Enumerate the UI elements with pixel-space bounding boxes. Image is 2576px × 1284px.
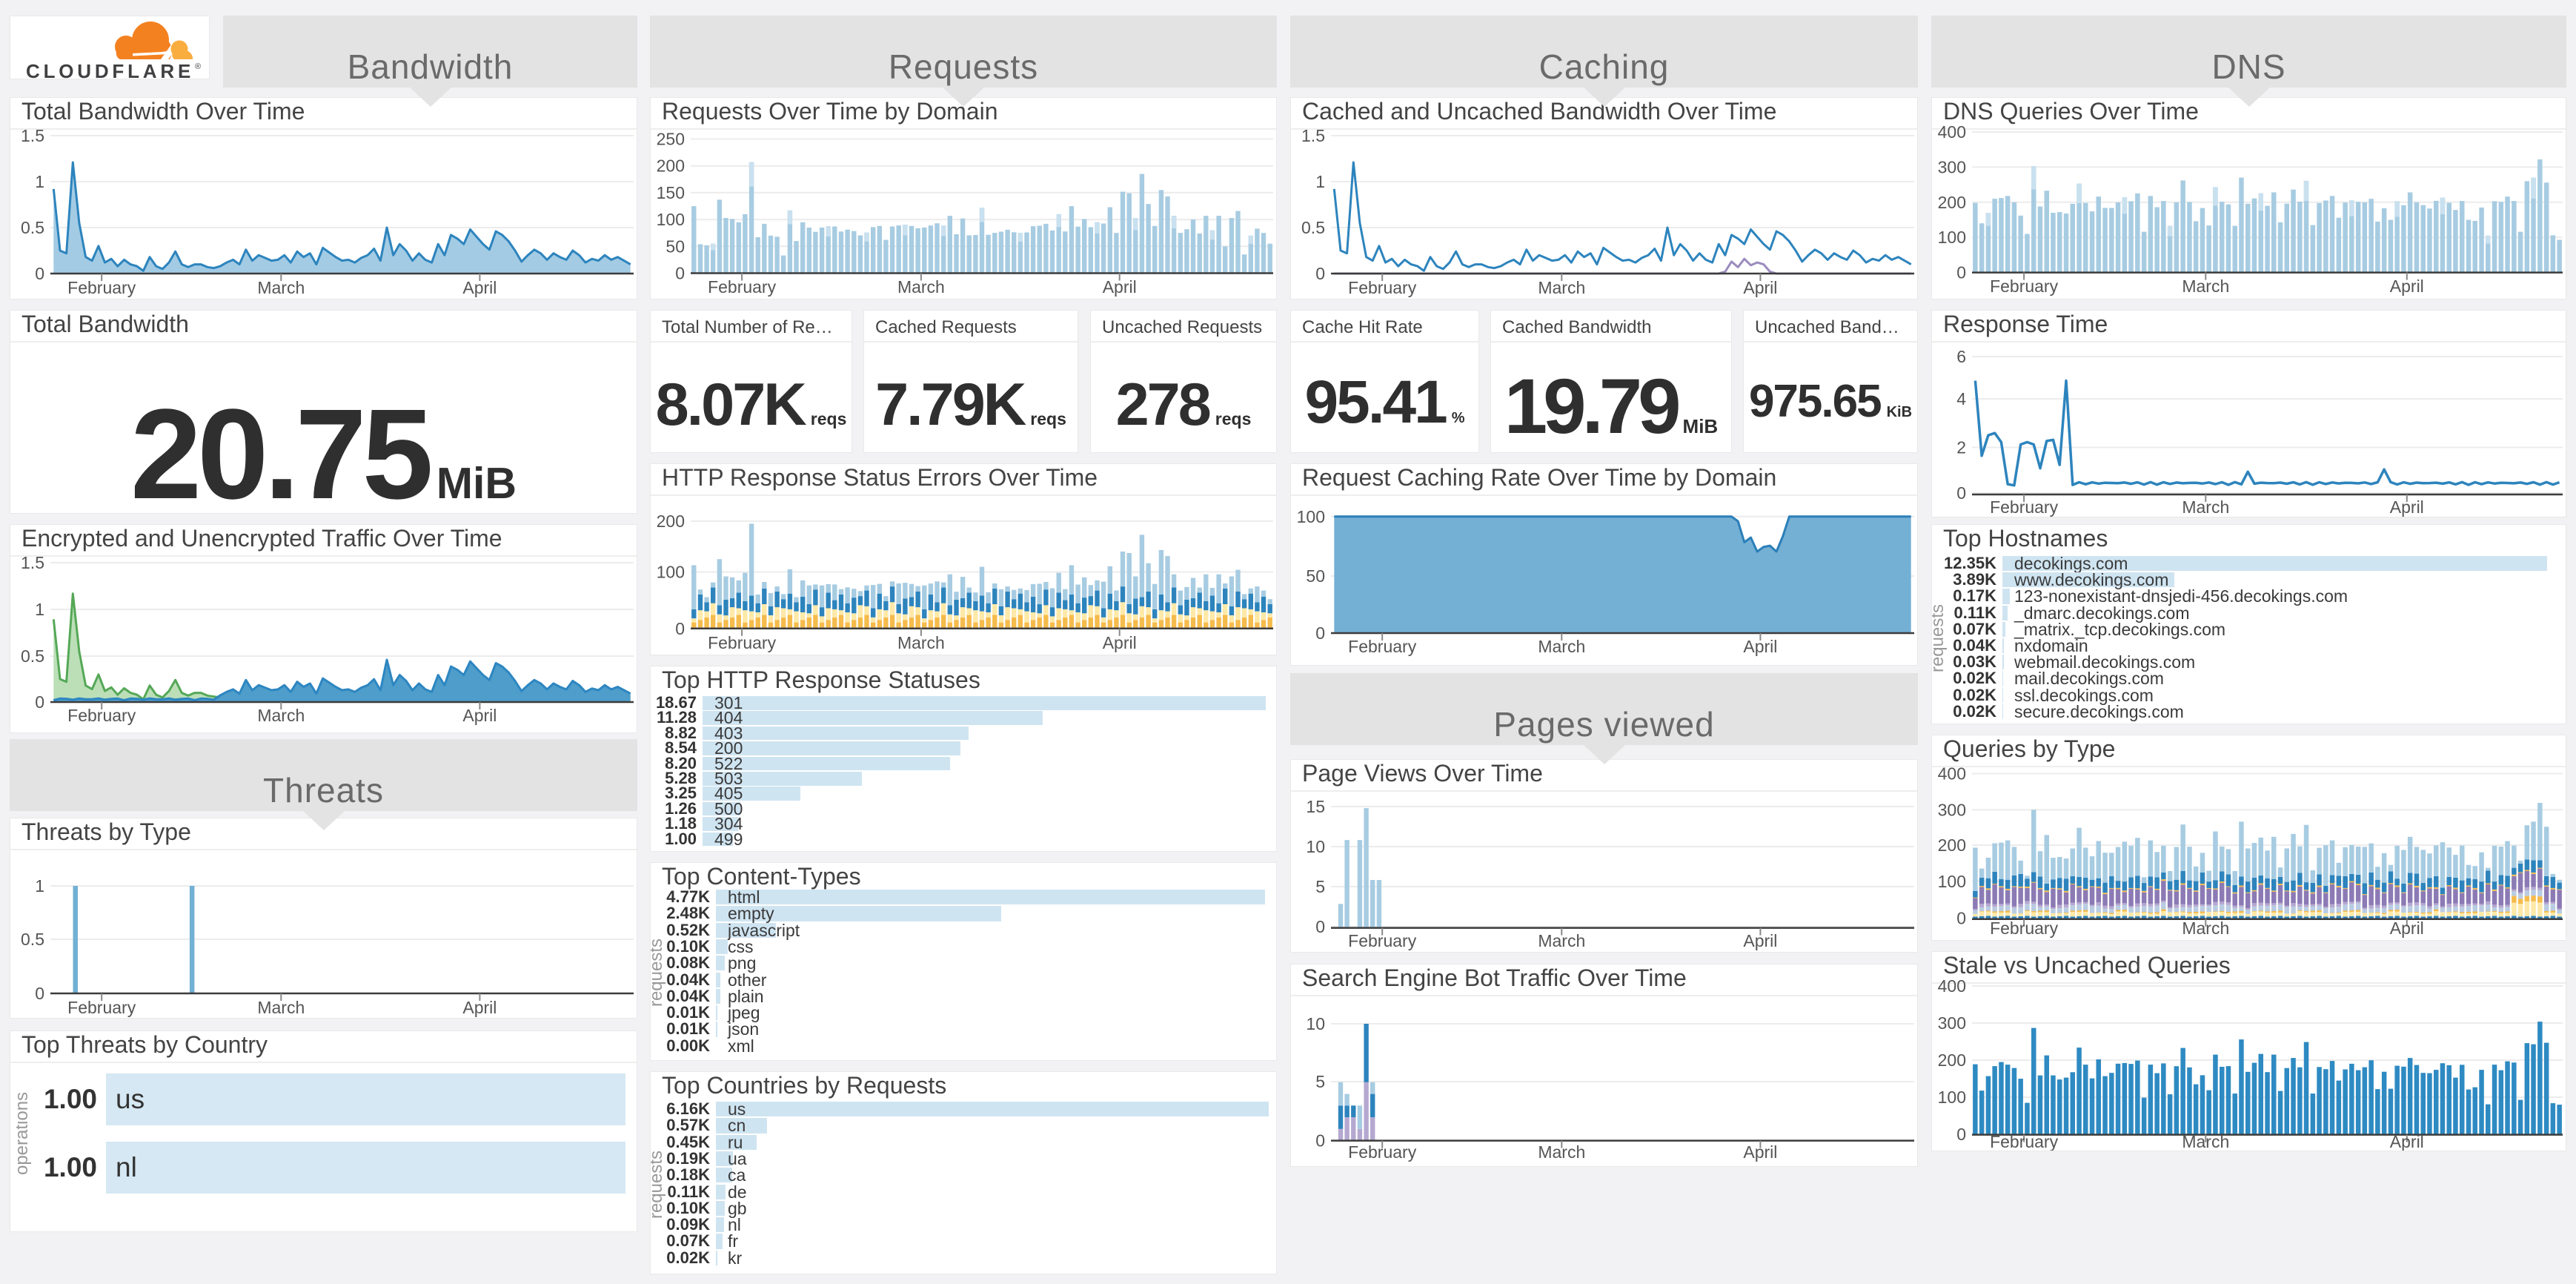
svg-text:100: 100 [1938, 1088, 1966, 1107]
svg-text:March: March [2182, 1132, 2229, 1151]
svg-text:February: February [708, 277, 777, 297]
svg-text:400: 400 [1938, 122, 1966, 142]
svg-text:200: 200 [1938, 835, 1966, 855]
svg-text:February: February [1348, 1142, 1417, 1162]
svg-text:200: 200 [1938, 193, 1966, 212]
svg-text:February: February [1348, 931, 1417, 950]
svg-text:1.5: 1.5 [21, 553, 44, 572]
svg-text:February: February [708, 633, 777, 652]
svg-text:0: 0 [1315, 1131, 1325, 1151]
svg-text:March: March [257, 278, 305, 297]
svg-text:100: 100 [1938, 228, 1966, 247]
svg-text:March: March [257, 998, 305, 1017]
svg-text:March: March [257, 706, 305, 725]
svg-text:5: 5 [1315, 1072, 1325, 1091]
svg-text:0: 0 [1315, 623, 1325, 643]
svg-text:February: February [1990, 497, 2059, 517]
svg-text:1: 1 [35, 172, 44, 191]
svg-text:1: 1 [35, 876, 44, 896]
svg-text:10: 10 [1306, 1014, 1325, 1033]
svg-text:April: April [462, 998, 497, 1017]
svg-text:March: March [2182, 497, 2229, 517]
svg-text:250: 250 [657, 130, 685, 149]
svg-text:February: February [67, 998, 136, 1017]
svg-text:0: 0 [1956, 908, 1966, 927]
svg-text:CLOUDFLARE: CLOUDFLARE [26, 60, 194, 79]
svg-text:0.5: 0.5 [21, 218, 44, 237]
svg-text:100: 100 [1938, 872, 1966, 891]
svg-text:March: March [1538, 931, 1585, 950]
svg-text:April: April [1743, 637, 1777, 656]
svg-text:April: April [1103, 277, 1137, 297]
svg-text:March: March [1538, 278, 1585, 297]
svg-text:February: February [1990, 919, 2059, 938]
svg-text:February: February [67, 706, 136, 725]
svg-text:300: 300 [1938, 157, 1966, 176]
svg-text:0.5: 0.5 [21, 930, 44, 949]
svg-text:1.5: 1.5 [1301, 126, 1325, 145]
svg-text:150: 150 [657, 183, 685, 202]
svg-text:®: ® [195, 62, 201, 71]
svg-text:February: February [1990, 1132, 2059, 1151]
svg-text:0: 0 [675, 619, 685, 638]
svg-text:operations: operations [16, 1092, 32, 1175]
svg-text:300: 300 [1938, 1013, 1966, 1033]
svg-text:March: March [1538, 637, 1585, 656]
svg-text:April: April [462, 706, 497, 725]
svg-text:300: 300 [1938, 800, 1966, 819]
svg-text:April: April [2390, 497, 2424, 517]
svg-text:requests: requests [1932, 604, 1948, 672]
svg-text:400: 400 [1938, 976, 1966, 996]
svg-text:requests: requests [651, 938, 666, 1006]
svg-text:April: April [2390, 277, 2424, 296]
svg-text:15: 15 [1306, 797, 1325, 816]
svg-text:April: April [462, 278, 497, 297]
svg-text:200: 200 [657, 512, 685, 531]
svg-text:March: March [2182, 919, 2229, 938]
svg-text:April: April [1743, 931, 1777, 950]
svg-text:March: March [897, 277, 945, 297]
svg-text:March: March [897, 633, 945, 652]
svg-text:0: 0 [1315, 917, 1325, 936]
svg-text:February: February [67, 278, 136, 297]
svg-text:April: April [1743, 278, 1777, 297]
svg-text:1: 1 [1315, 172, 1325, 191]
svg-text:0: 0 [1956, 1125, 1966, 1144]
svg-text:February: February [1990, 277, 2059, 296]
svg-text:200: 200 [657, 156, 685, 176]
svg-text:0: 0 [675, 264, 685, 283]
svg-text:100: 100 [657, 563, 685, 582]
svg-text:5: 5 [1315, 877, 1325, 896]
svg-text:April: April [2390, 1132, 2424, 1151]
svg-text:0.5: 0.5 [1301, 218, 1325, 237]
svg-text:100: 100 [657, 210, 685, 229]
svg-text:6: 6 [1956, 347, 1966, 366]
svg-text:4: 4 [1956, 389, 1966, 408]
svg-text:requests: requests [651, 1150, 666, 1218]
svg-text:0.5: 0.5 [21, 646, 44, 666]
svg-text:March: March [2182, 277, 2229, 296]
svg-text:400: 400 [1938, 764, 1966, 784]
svg-text:March: March [1538, 1142, 1585, 1162]
svg-text:April: April [2390, 919, 2424, 938]
svg-text:0: 0 [35, 984, 44, 1003]
svg-text:10: 10 [1306, 837, 1325, 856]
svg-text:0: 0 [1956, 483, 1966, 503]
svg-text:200: 200 [1938, 1050, 1966, 1070]
svg-text:1: 1 [35, 600, 44, 619]
svg-text:April: April [1743, 1142, 1777, 1162]
svg-text:0: 0 [35, 264, 44, 283]
svg-text:February: February [1348, 278, 1417, 297]
svg-text:100: 100 [1297, 507, 1325, 526]
svg-text:0: 0 [1315, 264, 1325, 283]
svg-text:50: 50 [1306, 566, 1325, 586]
svg-text:0: 0 [1956, 263, 1966, 282]
svg-text:0: 0 [35, 692, 44, 712]
svg-text:February: February [1348, 637, 1417, 656]
svg-text:50: 50 [665, 236, 685, 256]
svg-text:April: April [1103, 633, 1137, 652]
svg-text:2: 2 [1956, 438, 1966, 457]
svg-text:1.5: 1.5 [21, 126, 44, 145]
